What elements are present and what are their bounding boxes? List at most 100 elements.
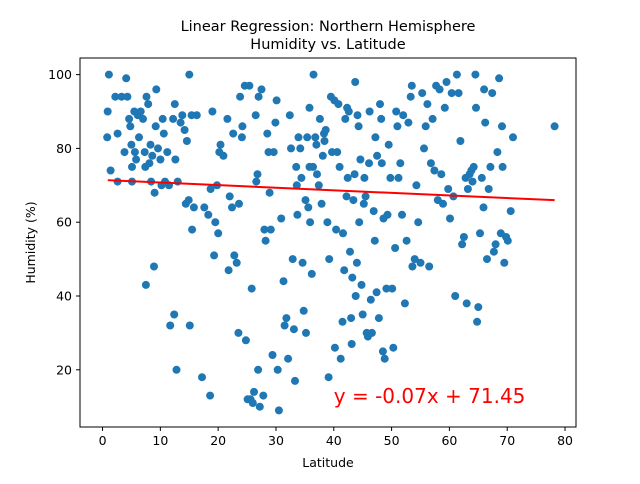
data-point: [268, 351, 277, 359]
plot-area: [80, 58, 576, 427]
data-point: [391, 244, 400, 252]
data-point: [350, 170, 359, 179]
data-point: [344, 107, 353, 116]
data-point: [200, 203, 209, 212]
data-point: [224, 266, 233, 275]
data-point: [145, 159, 154, 168]
x-axis-label: Latitude: [302, 455, 354, 470]
data-point: [458, 240, 467, 249]
data-point: [307, 269, 316, 278]
data-point: [206, 391, 215, 400]
data-point: [261, 236, 270, 245]
data-point: [340, 266, 349, 275]
data-point: [420, 144, 428, 153]
x-tick-label: 70: [499, 433, 515, 448]
data-point: [366, 295, 375, 304]
data-point: [369, 207, 378, 216]
data-point: [297, 173, 306, 182]
data-point: [272, 96, 281, 105]
data-point: [301, 196, 310, 205]
data-point: [468, 177, 477, 186]
data-point: [338, 317, 347, 326]
data-point: [185, 70, 194, 79]
data-point: [241, 336, 250, 345]
data-point: [294, 133, 303, 142]
data-point: [336, 354, 345, 363]
data-point: [498, 122, 506, 131]
chart-subtitle: Humidity vs. Latitude: [250, 37, 405, 53]
data-point: [339, 229, 347, 238]
data-point: [359, 199, 368, 208]
data-point: [330, 343, 339, 352]
data-point: [284, 354, 293, 363]
data-point: [125, 114, 134, 123]
data-point: [182, 137, 191, 145]
data-point: [287, 144, 295, 153]
data-point: [352, 258, 361, 267]
data-point: [305, 103, 314, 112]
data-point: [388, 284, 397, 293]
data-point: [277, 214, 286, 223]
data-point: [259, 391, 268, 400]
data-point: [384, 140, 393, 149]
y-tick-label: 20: [56, 362, 72, 377]
data-point: [120, 148, 129, 157]
x-tick-label: 40: [326, 433, 342, 448]
data-point: [398, 210, 406, 219]
data-point: [172, 365, 181, 374]
data-point: [257, 85, 266, 94]
data-point: [148, 151, 157, 160]
data-point: [103, 107, 112, 116]
data-point: [421, 122, 430, 131]
x-tick-label: 60: [441, 433, 457, 448]
data-point: [163, 148, 172, 157]
data-point: [317, 199, 326, 208]
x-tick-label: 0: [99, 433, 107, 448]
data-point: [360, 173, 369, 182]
data-point: [351, 292, 360, 300]
data-point: [208, 107, 217, 116]
data-point: [334, 100, 343, 109]
data-point: [439, 199, 447, 208]
data-point: [402, 236, 411, 245]
data-point: [104, 70, 113, 79]
data-point: [473, 317, 482, 326]
data-point: [302, 328, 310, 337]
data-point: [223, 114, 232, 123]
data-point: [389, 343, 398, 352]
data-point: [383, 210, 392, 219]
data-point: [184, 196, 193, 205]
data-point: [408, 262, 417, 271]
data-point: [342, 192, 351, 201]
data-point: [141, 280, 150, 289]
data-point: [229, 129, 238, 138]
data-point: [151, 122, 160, 131]
data-point: [304, 203, 313, 212]
data-point: [495, 74, 504, 83]
data-point: [347, 314, 356, 323]
data-point: [291, 376, 299, 385]
data-point: [130, 148, 139, 157]
data-point: [285, 111, 294, 120]
data-point: [377, 114, 386, 123]
data-point: [353, 111, 362, 120]
data-point: [232, 258, 241, 267]
x-tick-label: 80: [557, 433, 573, 448]
data-point: [298, 258, 307, 267]
data-point: [230, 251, 239, 260]
data-point: [219, 151, 228, 160]
data-point: [313, 170, 321, 179]
data-point: [314, 181, 323, 190]
regression-equation-label: y = -0.07x + 71.45: [334, 384, 526, 408]
data-point: [320, 137, 329, 145]
data-point: [245, 81, 254, 90]
data-point: [113, 129, 122, 138]
data-point: [154, 144, 162, 153]
data-point: [178, 111, 187, 120]
data-point: [166, 321, 175, 330]
data-point: [142, 92, 151, 101]
data-point: [367, 328, 376, 337]
data-point: [128, 162, 136, 171]
data-point: [462, 299, 471, 308]
data-point: [248, 399, 257, 407]
